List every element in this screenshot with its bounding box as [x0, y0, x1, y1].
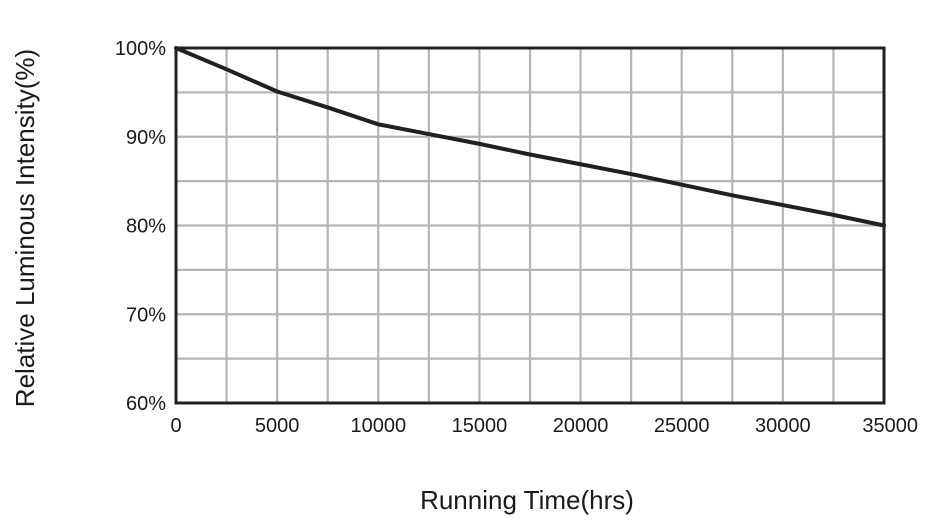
x-tick-label: 10000 [350, 415, 406, 437]
data-point [578, 162, 583, 166]
data-point [781, 203, 785, 207]
x-tick-label: 35000 [862, 415, 918, 437]
data-point [528, 152, 532, 157]
data-point [174, 46, 178, 50]
x-tick-label: 30000 [755, 415, 811, 437]
x-tick-label: 20000 [553, 415, 609, 437]
x-tick-label: 25000 [654, 415, 710, 437]
x-tick-label: 15000 [452, 415, 508, 437]
data-point [477, 142, 482, 146]
data-point [629, 172, 633, 176]
data-point [224, 67, 229, 71]
grid [176, 48, 884, 403]
x-tick-label: 5000 [255, 415, 300, 437]
data-point [326, 105, 330, 110]
data-point [376, 122, 380, 126]
y-tick-label: 100% [115, 38, 166, 60]
x-tick-label: 0 [170, 415, 181, 437]
data-point [882, 223, 886, 228]
data-point [730, 193, 734, 197]
data-point [275, 89, 279, 94]
data-point [427, 132, 431, 136]
y-tick-label: 90% [126, 127, 166, 149]
data-point [680, 183, 684, 187]
y-axis-ticks: 60% 70% 80% 90% 100% [115, 38, 166, 415]
y-axis-title: Relative Luminous Intensity(%) [10, 49, 40, 407]
data-point [831, 213, 836, 217]
y-tick-label: 70% [126, 304, 166, 326]
y-tick-label: 60% [126, 393, 166, 415]
x-axis-title: Running Time(hrs) [420, 485, 634, 515]
series-layer [174, 46, 886, 228]
y-tick-label: 80% [126, 216, 166, 238]
x-axis-ticks: 0 5000 10000 15000 20000 25000 30000 35000 [170, 415, 918, 437]
